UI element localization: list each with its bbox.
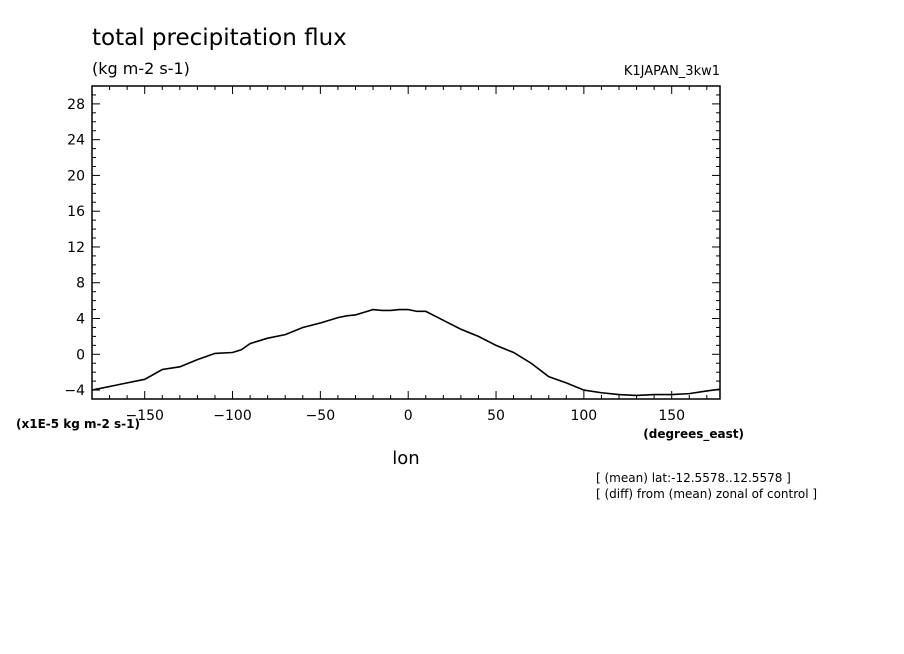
data-line [91,308,721,397]
y-tick-label: 12 [67,240,85,256]
y-tick-label: 24 [67,133,85,149]
chart-title: total precipitation flux [92,25,347,51]
x-tick-label: 0 [404,408,413,424]
x-tick-label: −50 [306,408,336,424]
y-tick-label: 16 [67,204,85,220]
plot-frame [91,85,721,400]
x-axis-label: lon [392,448,419,469]
x-tick-label: −150 [125,408,163,424]
x-tick-label: 100 [570,408,597,424]
plot-area: −4 0 4 8 12 16 20 24 28 −150 −100 −50 0 50 100 150 [64,85,721,424]
x-tick-label: 50 [487,408,505,424]
y-tick-label: −4 [64,383,85,399]
note-mean-lat: [ (mean) lat:-12.5578..12.5578 ] [596,471,791,485]
y-tick-label: 0 [76,347,85,363]
scale-label: (x1E-5 kg m-2 s-1) [16,417,140,431]
note-diff: [ (diff) from (mean) zonal of control ] [596,487,817,501]
y-tick-label: 20 [67,168,85,184]
axis-ticks [92,85,720,400]
x-tick-label: 150 [658,408,685,424]
y-tick-label: 8 [76,276,85,292]
experiment-label: K1JAPAN_3kw1 [624,64,720,79]
y-tick-label: 28 [67,97,85,113]
x-tick-labels: −150 −100 −50 0 50 100 150 [125,408,685,424]
x-unit-label: (degrees_east) [643,427,744,442]
y-tick-label: 4 [76,312,85,328]
x-tick-label: −100 [213,408,251,424]
y-tick-labels: −4 0 4 8 12 16 20 24 28 [64,97,85,399]
chart-units: (kg m-2 s-1) [92,59,190,78]
